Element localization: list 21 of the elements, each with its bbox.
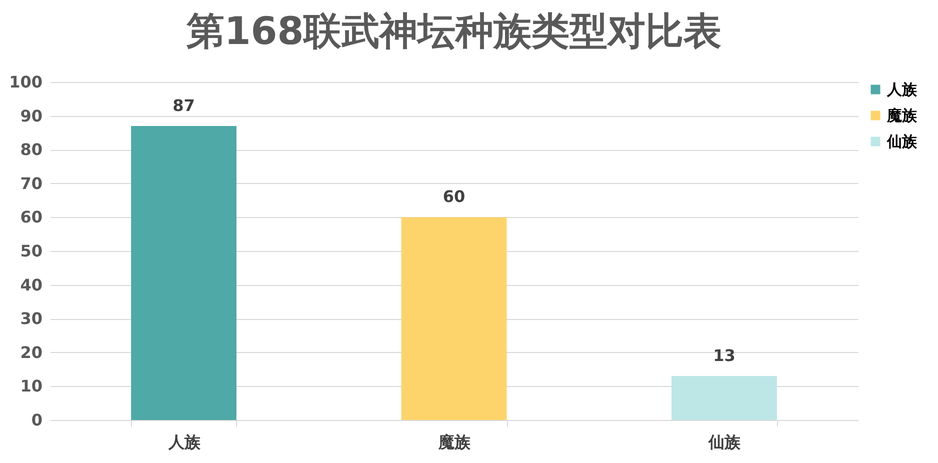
y-tick-label: 70	[20, 174, 42, 193]
legend-label: 人族	[886, 80, 918, 98]
y-tick-label: 60	[20, 208, 42, 227]
y-tick-label: 50	[20, 242, 42, 260]
y-tick-label: 80	[20, 140, 42, 160]
legend-label: 仙族	[886, 132, 918, 150]
x-tick-label: 魔族	[438, 432, 472, 452]
data-label: 13	[713, 346, 736, 366]
chart-title: 第168联武神坛种族类型对比表	[185, 9, 722, 53]
y-tick-label: 90	[20, 106, 42, 126]
y-tick-label: 30	[20, 309, 42, 328]
y-tick-label: 10	[20, 376, 42, 396]
y-tick-label: 40	[20, 275, 42, 294]
data-label: 87	[172, 96, 195, 115]
legend-label: 魔族	[886, 106, 918, 124]
data-label: 60	[442, 187, 466, 206]
y-tick-label: 100	[9, 72, 42, 92]
x-tick-label: 人族	[167, 432, 202, 452]
y-tick-label: 20	[20, 342, 42, 362]
x-tick-label: 仙族	[708, 432, 742, 452]
y-tick-label: 0	[31, 410, 42, 430]
